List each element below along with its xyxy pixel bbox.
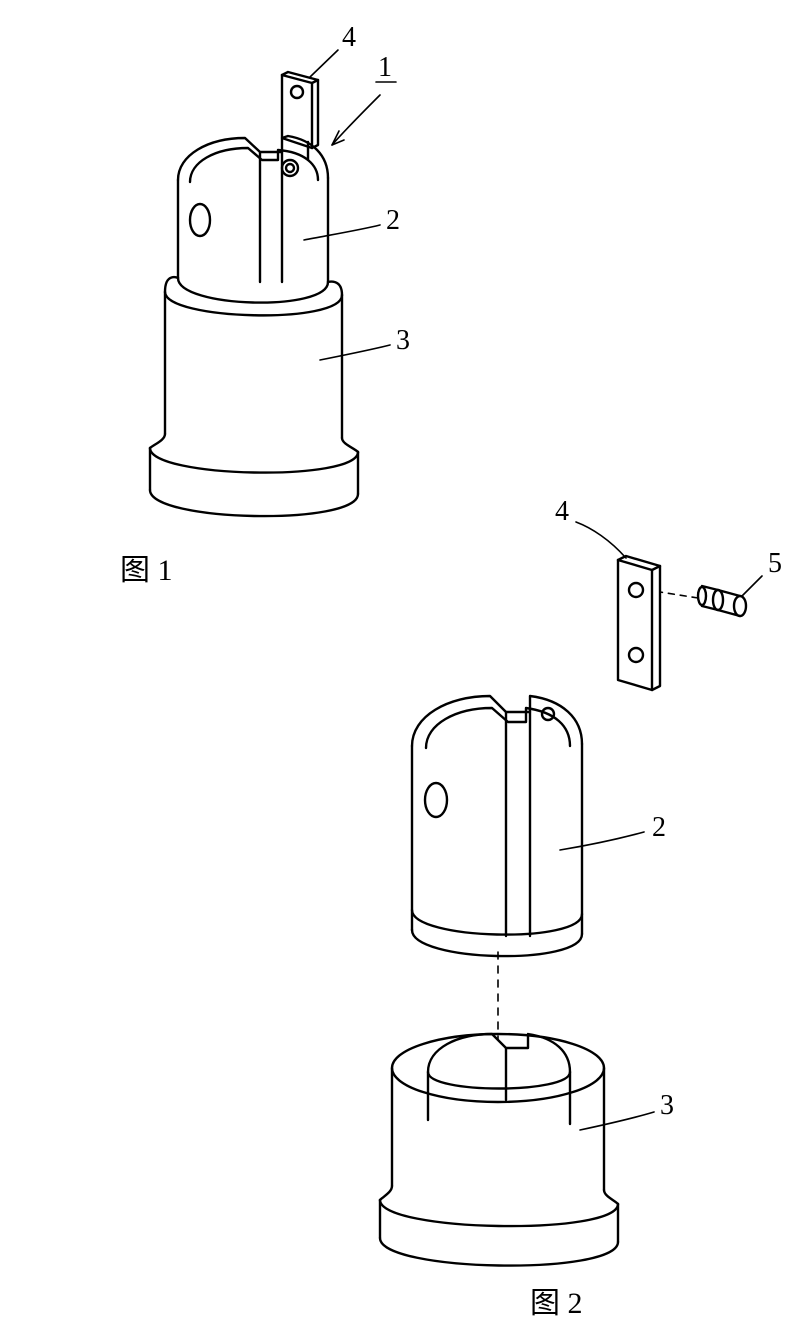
pin-part <box>698 586 746 616</box>
fig1-label-2: 2 <box>386 205 400 237</box>
fig2-label-4: 4 <box>555 496 569 528</box>
fig1-label-3: 3 <box>396 325 410 357</box>
fig1-label-4: 4 <box>342 22 356 54</box>
bracket-plate <box>618 556 660 690</box>
fig2-label-2: 2 <box>652 812 666 844</box>
dashed-axis-1 <box>660 592 698 598</box>
upper-body-exploded <box>412 696 582 956</box>
lower-body <box>150 277 358 516</box>
lower-body-exploded <box>380 1034 618 1266</box>
page: 4 1 2 3 图 1 <box>0 0 800 1329</box>
figure-1-drawing <box>60 20 480 580</box>
fig1-label-1: 1 <box>378 52 392 84</box>
fig2-label-3: 3 <box>660 1090 674 1122</box>
fig1-caption: 图 1 <box>120 545 173 589</box>
upper-body <box>178 136 328 303</box>
fig2-label-5: 5 <box>768 548 782 580</box>
fig2-caption: 图 2 <box>530 1278 583 1322</box>
figure-2-drawing <box>330 500 800 1290</box>
